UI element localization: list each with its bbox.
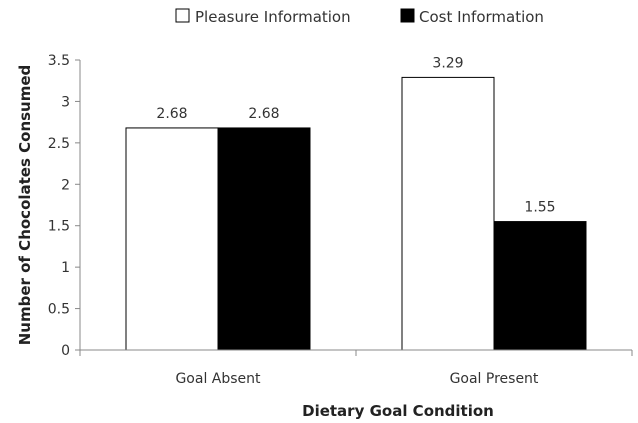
legend-swatch-cost: [400, 8, 415, 23]
legend-label-pleasure: Pleasure Information: [195, 8, 351, 26]
bars: [125, 76, 587, 351]
bar-cost-goal-present: [493, 221, 587, 351]
data-label: 2.68: [248, 106, 279, 122]
y-tick-label: 2.5: [48, 136, 70, 152]
data-label: 2.68: [156, 106, 187, 122]
bar-pleasure-goal-absent: [125, 127, 219, 351]
y-axis: 0 0.5 1 1.5 2 2.5 3 3.5: [48, 53, 81, 359]
y-tick-label: 3.5: [48, 53, 70, 69]
y-tick-label: 1.5: [48, 219, 70, 235]
data-label: 1.55: [524, 200, 555, 216]
y-tick-label: 0: [61, 343, 70, 359]
legend-swatch-pleasure: [175, 8, 190, 23]
legend-label-cost: Cost Information: [419, 8, 544, 26]
y-axis-title: Number of Chocolates Consumed: [16, 65, 34, 346]
data-labels: 2.68 2.68 3.29 1.55: [156, 55, 555, 215]
y-tick-label: 0.5: [48, 302, 70, 318]
legend: Pleasure Information Cost Information: [175, 8, 544, 26]
bar-pleasure-goal-present: [401, 76, 495, 351]
x-category-label: Goal Present: [450, 371, 539, 387]
x-axis-title: Dietary Goal Condition: [302, 402, 494, 420]
x-category-label: Goal Absent: [175, 371, 261, 387]
data-label: 3.29: [432, 55, 463, 71]
y-tick-label: 1: [61, 260, 70, 276]
x-axis: Goal Absent Goal Present: [79, 349, 633, 387]
bar-cost-goal-absent: [217, 127, 311, 351]
y-tick-label: 3: [61, 94, 70, 110]
y-tick-label: 2: [61, 177, 70, 193]
